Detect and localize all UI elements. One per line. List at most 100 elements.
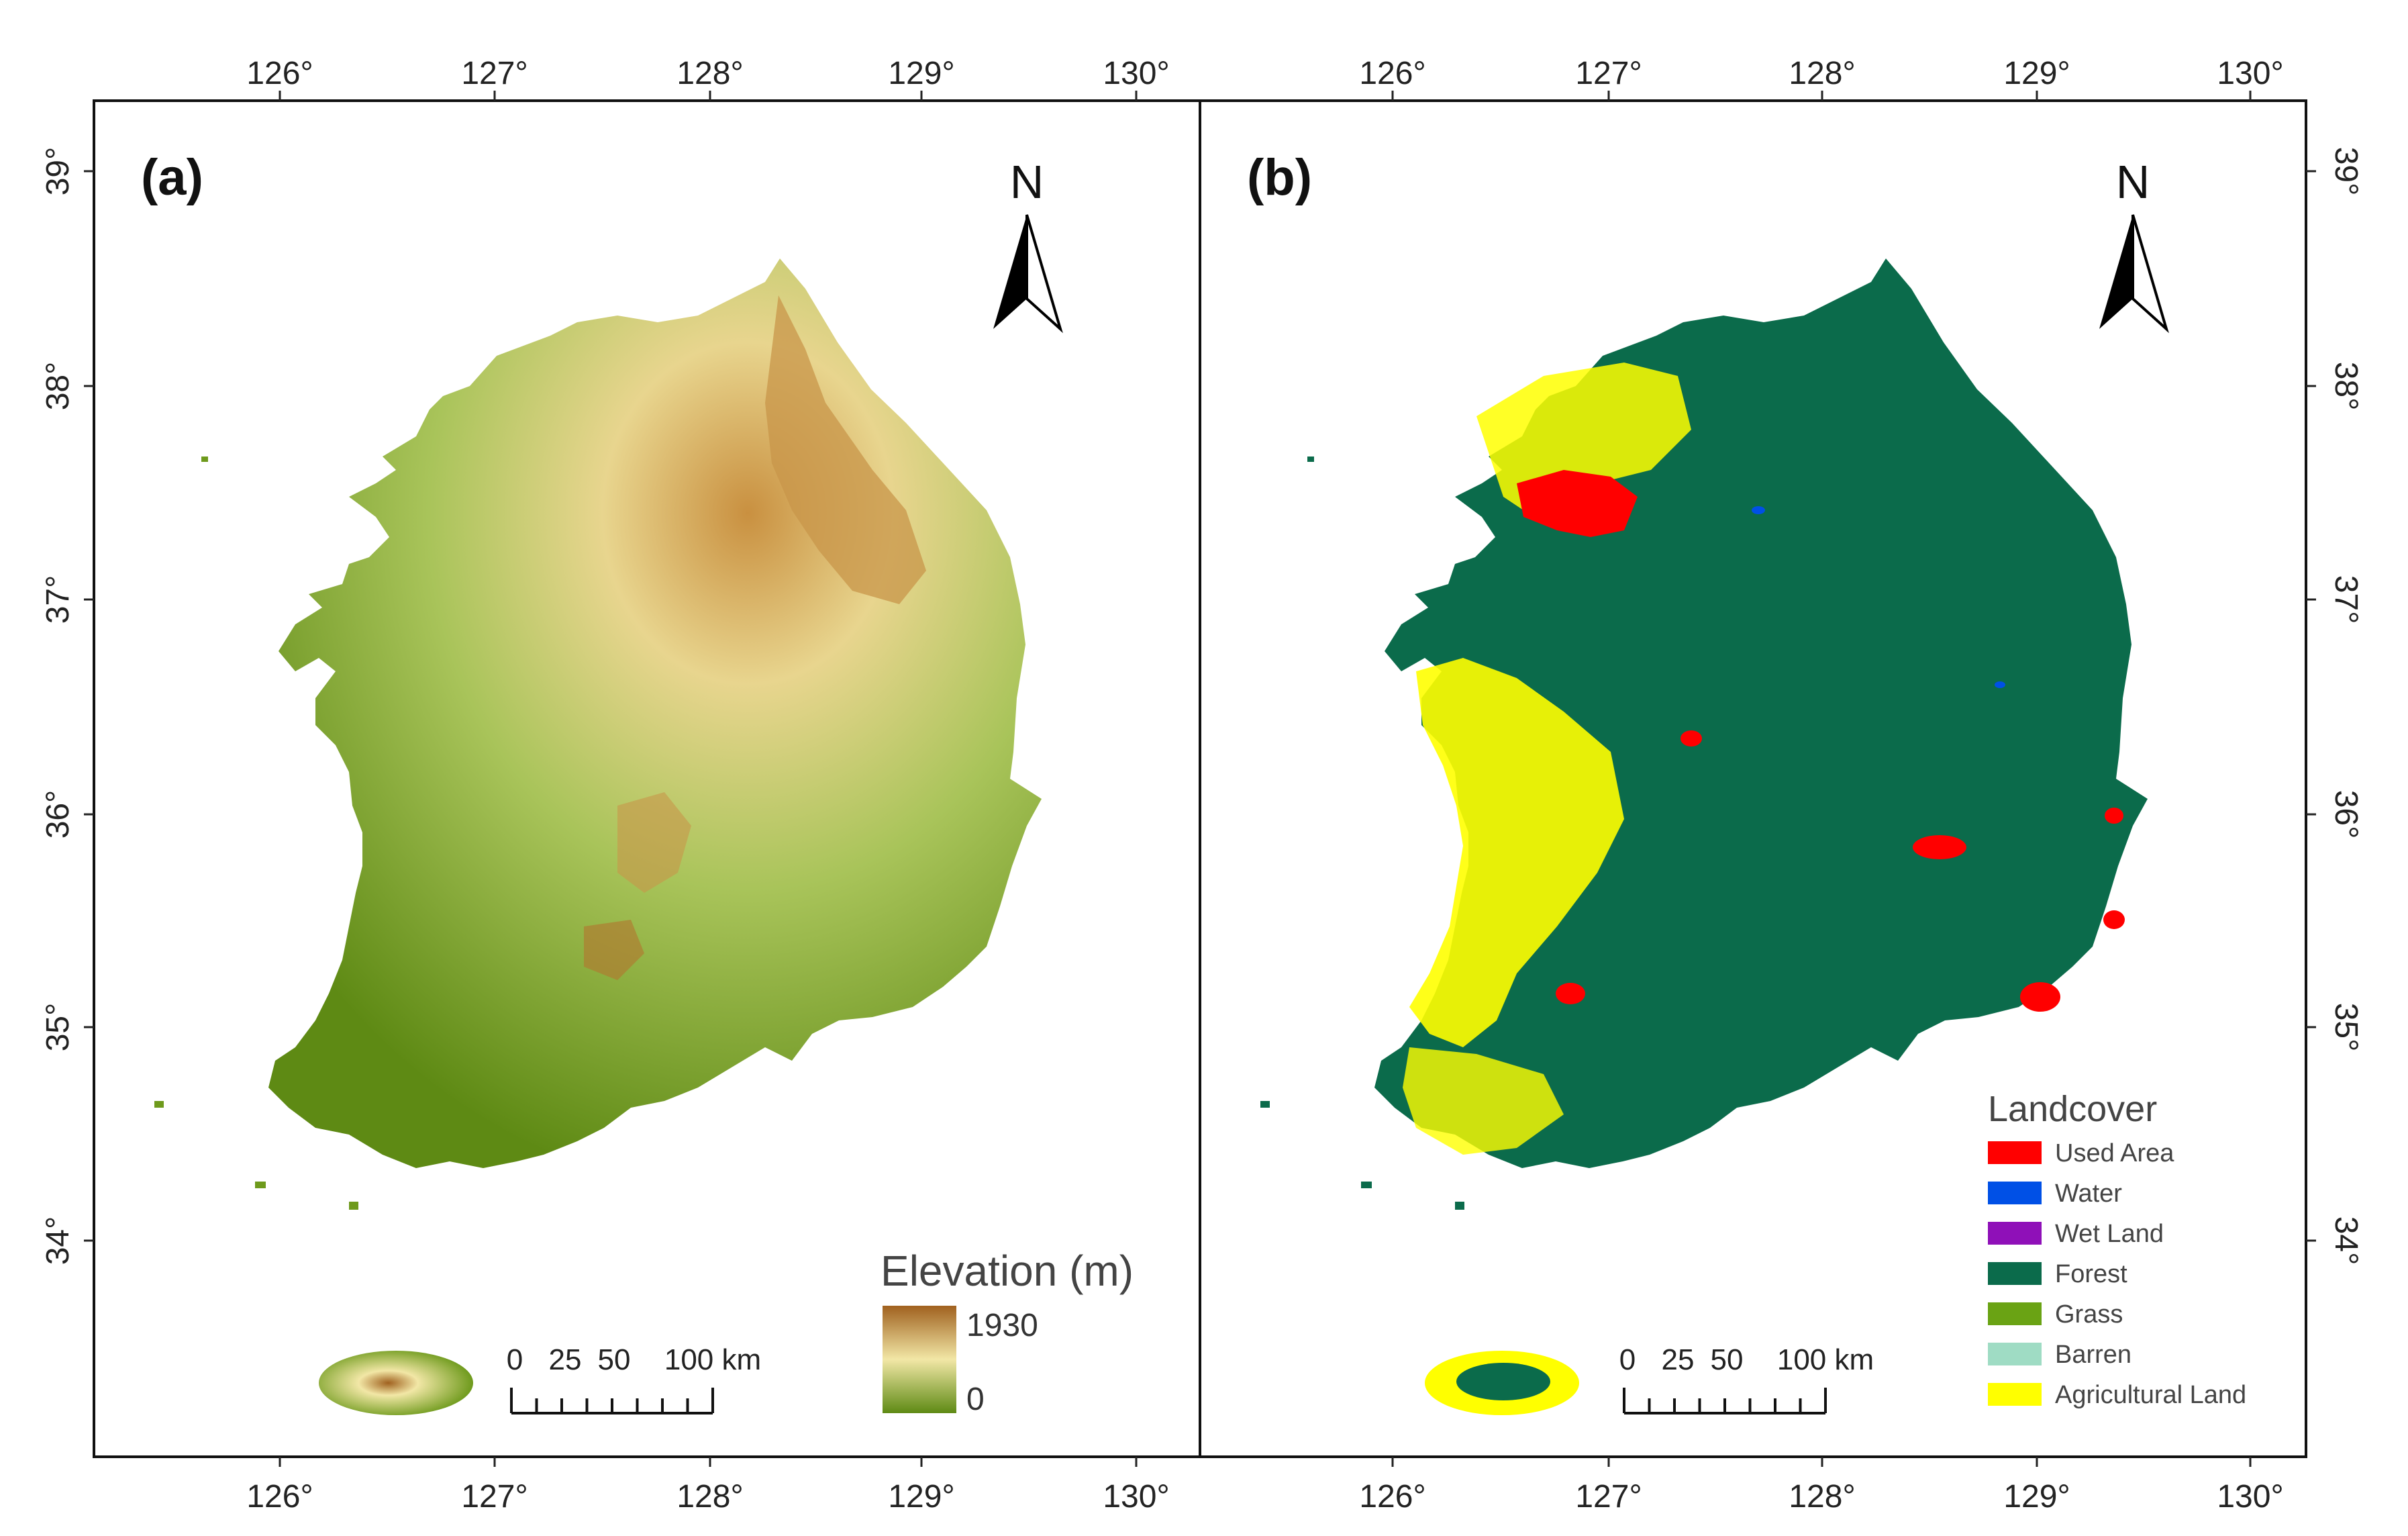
graticule-ticks <box>84 91 2316 1467</box>
north-arrow-icon <box>993 214 1063 334</box>
island-fragment <box>349 1202 358 1210</box>
legend-label: Grass <box>2055 1300 2123 1329</box>
southwest-agricultural-area <box>1403 1047 1564 1155</box>
panel-b-frame <box>1199 99 2307 1458</box>
lon-labels-top-a: 126° 127° 128° 129° 130° <box>246 56 1169 91</box>
legend-label: Water <box>2055 1180 2122 1208</box>
jeju-island-elevation <box>319 1351 473 1415</box>
lon-labels-bottom-a: 126° 127° 128° 129° 130° <box>246 1479 1169 1515</box>
gwangju-used-area <box>1556 983 1585 1004</box>
scale-label: 100 km <box>1777 1343 1874 1376</box>
scale-bar-ticks <box>510 1388 714 1414</box>
scale-label: 50 <box>598 1343 631 1376</box>
legend-label: Wet Land <box>2055 1220 2164 1248</box>
legend-swatch <box>1988 1383 2042 1406</box>
jeju-island-forest <box>1456 1363 1550 1400</box>
water-body <box>1752 506 1765 514</box>
north-arrow-label: N <box>1010 156 1044 208</box>
lat-label: 37° <box>40 575 76 624</box>
western-agricultural-belt <box>1409 658 1624 1047</box>
island-fragment <box>1307 457 1314 462</box>
busan-used-area <box>2020 982 2060 1012</box>
lat-label: 35° <box>40 1003 76 1052</box>
lon-label: 126° <box>246 56 313 91</box>
island-fragment <box>1260 1101 1270 1108</box>
lon-label: 130° <box>2217 1479 2283 1515</box>
panel-a-elevation-map <box>154 258 1042 1415</box>
scale-label: 50 <box>1711 1343 1744 1376</box>
lon-label: 130° <box>1103 1479 1169 1515</box>
north-arrow-a: N <box>993 156 1063 334</box>
lon-labels-bottom-b: 126° 127° 128° 129° 130° <box>1359 1479 2283 1515</box>
legend-swatch <box>1988 1182 2042 1204</box>
lon-label: 128° <box>1789 1479 1855 1515</box>
lon-label: 129° <box>888 56 954 91</box>
legend-swatch <box>1988 1343 2042 1365</box>
lat-label: 36° <box>2328 790 2364 839</box>
scale-label: 25 <box>1662 1343 1695 1376</box>
southern-highland <box>617 792 691 893</box>
lon-label: 130° <box>1103 56 1169 91</box>
lat-labels-right: 39° 38° 37° 36° 35° 34° <box>2328 147 2364 1265</box>
panel-b-landcover-map <box>1260 258 2148 1415</box>
lon-label: 126° <box>1359 56 1425 91</box>
panel-a-label: (a) <box>141 149 203 206</box>
scale-bar-a: 0 25 50 100 km <box>507 1343 761 1414</box>
island-fragment <box>1361 1182 1372 1188</box>
island-fragment <box>201 457 208 462</box>
lon-label: 127° <box>461 1479 528 1515</box>
landcover-legend-items: Used Area Water Wet Land Forest Grass Barren A… <box>1988 1139 2246 1409</box>
lon-label: 128° <box>676 56 743 91</box>
landcover-legend: Landcover Used Area Water Wet Land Forest Gr… <box>1988 1089 2246 1409</box>
scale-label: 25 <box>549 1343 582 1376</box>
elevation-min-label: 0 <box>966 1382 985 1417</box>
legend-label: Used Area <box>2055 1139 2174 1167</box>
landcover-legend-title: Landcover <box>1988 1089 2157 1129</box>
lon-label: 129° <box>888 1479 954 1515</box>
lat-label: 38° <box>40 362 76 411</box>
north-arrow-label: N <box>2116 156 2150 208</box>
lon-label: 126° <box>246 1479 313 1515</box>
lon-label: 127° <box>1575 56 1642 91</box>
lon-label: 127° <box>1575 1479 1642 1515</box>
elevation-legend-title: Elevation (m) <box>881 1247 1134 1295</box>
elevation-max-label: 1930 <box>966 1308 1038 1343</box>
island-fragment <box>255 1182 266 1188</box>
lat-label: 34° <box>40 1216 76 1265</box>
lon-label: 129° <box>2003 56 2070 91</box>
lat-label: 37° <box>2328 575 2364 624</box>
ulsan-used-area <box>2103 910 2125 929</box>
scale-bar-b: 0 25 50 100 km <box>1619 1343 1874 1414</box>
legend-label: Barren <box>2055 1341 2131 1369</box>
scale-label: 0 <box>507 1343 523 1376</box>
island-fragment <box>1455 1202 1464 1210</box>
pohang-used-area <box>2105 808 2123 824</box>
lon-label: 129° <box>2003 1479 2070 1515</box>
seoul-used-area <box>1517 470 1638 537</box>
lon-label: 128° <box>676 1479 743 1515</box>
north-arrow-b: N <box>2099 156 2169 334</box>
elevation-color-ramp <box>883 1306 956 1413</box>
lon-label: 127° <box>461 56 528 91</box>
legend-swatch <box>1988 1222 2042 1245</box>
north-arrow-icon <box>2099 214 2169 334</box>
daejeon-used-area <box>1680 730 1702 747</box>
lat-label: 38° <box>2328 362 2364 411</box>
lat-label: 35° <box>2328 1003 2364 1052</box>
lat-label: 39° <box>2328 147 2364 196</box>
legend-swatch <box>1988 1302 2042 1325</box>
scale-label: 0 <box>1619 1343 1636 1376</box>
lon-label: 126° <box>1359 1479 1425 1515</box>
lon-labels-top-b: 126° 127° 128° 129° 130° <box>1359 56 2283 91</box>
legend-label: Agricultural Land <box>2055 1381 2246 1409</box>
legend-swatch <box>1988 1262 2042 1285</box>
panel-b-label: (b) <box>1247 149 1312 206</box>
lat-label: 34° <box>2328 1216 2364 1265</box>
lat-label: 39° <box>40 147 76 196</box>
scale-label: 100 km <box>664 1343 761 1376</box>
lat-label: 36° <box>40 790 76 839</box>
island-fragment <box>154 1101 164 1108</box>
lon-label: 128° <box>1789 56 1855 91</box>
scale-bar-ticks <box>1623 1388 1827 1414</box>
